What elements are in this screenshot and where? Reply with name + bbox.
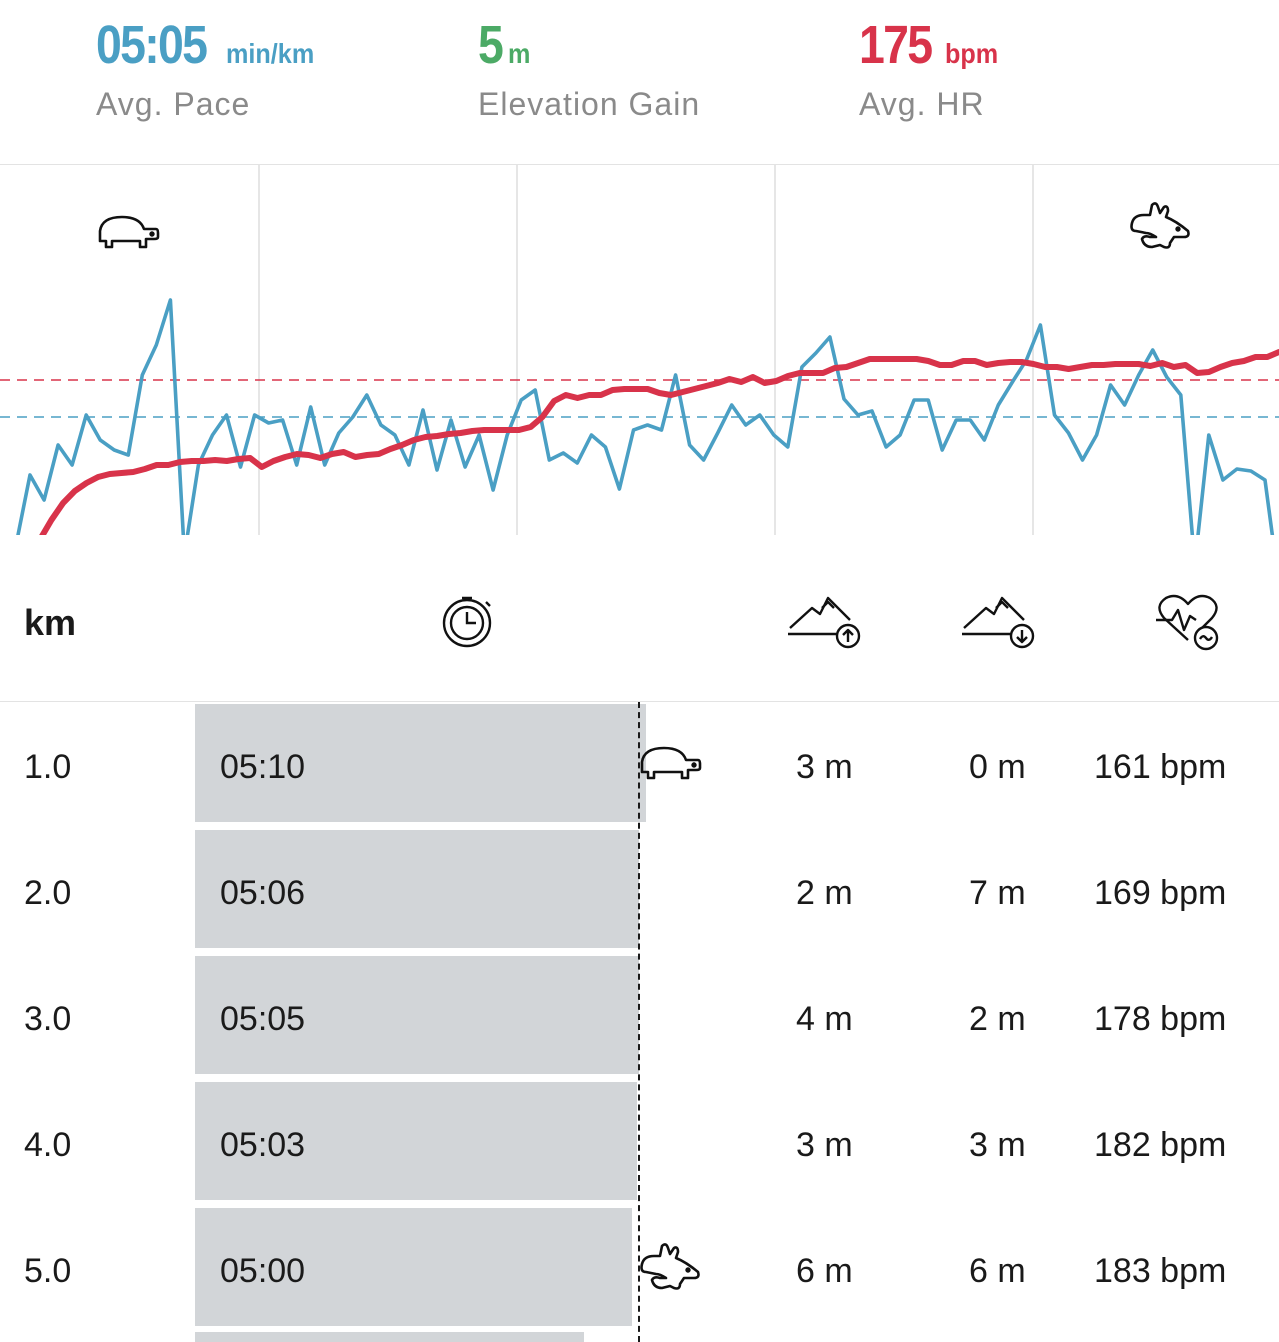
split-row[interactable]: 3.0 05:05 4 m 2 m 178 bpm [0, 954, 1279, 1080]
chart-series [16, 298, 1279, 535]
avg-hr-label: Avg. HR [859, 86, 985, 122]
splits-list: 1.0 05:10 3 m 0 m 161 bpm 2.0 05:06 2 m … [0, 702, 1279, 1342]
split-heart-rate: 182 bpm [1094, 1126, 1227, 1164]
avg-hr-stat: 175 bpm Avg. HR [859, 14, 1004, 123]
header-divider [0, 164, 1279, 165]
split-elevation-up: 4 m [796, 1000, 853, 1038]
avg-pace-stat: 05:05 min/km Avg. Pace [96, 14, 324, 123]
rabbit-icon [1130, 202, 1190, 249]
heart-rate-icon [1156, 594, 1219, 651]
turtle-icon [640, 746, 702, 780]
pace-series-line [16, 298, 1275, 535]
elevation-gain-unit: m [508, 38, 531, 69]
summary-stats: 05:05 min/km Avg. Pace 5 m Elevation Gai… [0, 0, 1279, 164]
split-pace: 05:10 [220, 748, 306, 786]
avg-pace-value-group: 05:05 min/km [96, 14, 324, 76]
km-column-header: km [24, 602, 77, 643]
next-split-bar [195, 1332, 584, 1342]
split-elevation-up: 2 m [796, 874, 853, 912]
avg-pace-label: Avg. Pace [96, 86, 251, 122]
split-elevation-down: 7 m [969, 874, 1026, 912]
avg-pace-value: 05:05 [96, 15, 208, 75]
chart-reference-lines [0, 379, 1279, 418]
split-km: 1.0 [24, 748, 72, 786]
chart-grid [258, 165, 1034, 535]
pace-hr-chart[interactable] [0, 165, 1279, 535]
avg-pace-unit: min/km [226, 38, 315, 69]
split-elevation-up: 3 m [796, 1126, 853, 1164]
split-km: 3.0 [24, 1000, 72, 1038]
split-heart-rate: 178 bpm [1094, 1000, 1227, 1038]
table-header-divider [0, 701, 1279, 702]
elevation-gain-value: 5 [478, 15, 504, 75]
split-elevation-down: 3 m [969, 1126, 1026, 1164]
split-pace: 05:06 [220, 874, 306, 912]
elevation-gain-label: Elevation Gain [478, 86, 701, 122]
split-elevation-down: 6 m [969, 1252, 1026, 1290]
split-pace: 05:03 [220, 1126, 306, 1164]
pace-bar [195, 830, 639, 948]
heart-rate-series-line [39, 349, 1279, 535]
pace-bar [195, 956, 639, 1074]
stopwatch-icon [442, 596, 492, 648]
splits-header: km [0, 536, 1279, 701]
split-km: 5.0 [24, 1252, 72, 1290]
split-row[interactable]: 4.0 05:03 3 m 3 m 182 bpm [0, 1080, 1279, 1206]
avg-hr-unit: bpm [945, 38, 999, 69]
avg-hr-value: 175 [859, 15, 933, 75]
split-km: 4.0 [24, 1126, 72, 1164]
turtle-icon [98, 215, 160, 249]
split-pace: 05:00 [220, 1252, 306, 1290]
split-km: 2.0 [24, 874, 72, 912]
split-pace: 05:05 [220, 1000, 306, 1038]
split-heart-rate: 161 bpm [1094, 748, 1227, 786]
pace-bar [195, 1208, 632, 1326]
elevation-gain-stat: 5 m Elevation Gain [478, 14, 700, 123]
split-elevation-up: 3 m [796, 748, 853, 786]
split-elevation-down: 0 m [969, 748, 1026, 786]
split-heart-rate: 169 bpm [1094, 874, 1227, 912]
split-elevation-up: 6 m [796, 1252, 853, 1290]
elevation-up-icon [788, 596, 861, 649]
split-row[interactable]: 5.0 05:00 6 m 6 m 183 bpm [0, 1206, 1279, 1332]
avg-hr-value-group: 175 bpm [859, 14, 1004, 76]
split-elevation-down: 2 m [969, 1000, 1026, 1038]
elevation-down-icon [962, 596, 1035, 649]
pace-bar [195, 1082, 637, 1200]
rabbit-icon [640, 1243, 700, 1290]
pace-bar [195, 704, 646, 822]
split-heart-rate: 183 bpm [1094, 1252, 1227, 1290]
split-row[interactable]: 2.0 05:06 2 m 7 m 169 bpm [0, 828, 1279, 954]
average-pace-line [638, 702, 640, 1342]
elevation-gain-value-group: 5 m [478, 14, 700, 76]
split-row[interactable]: 1.0 05:10 3 m 0 m 161 bpm [0, 702, 1279, 828]
